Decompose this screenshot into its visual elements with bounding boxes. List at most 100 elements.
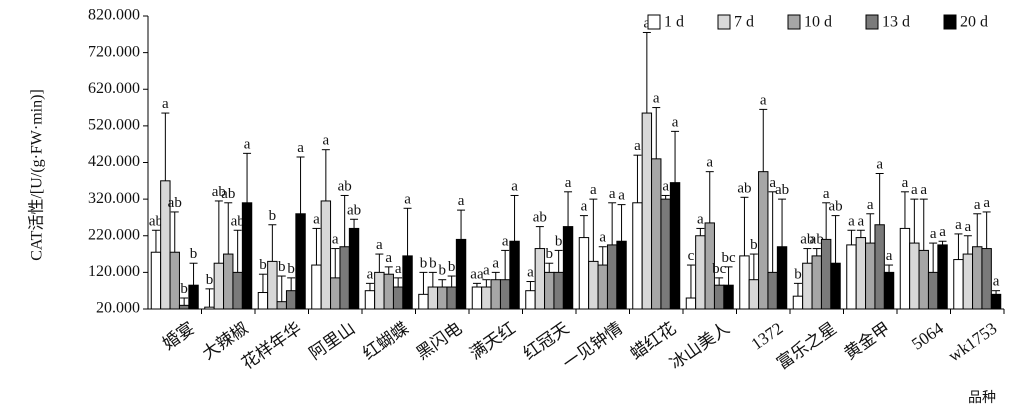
significance-label: a <box>706 155 713 171</box>
significance-label: a <box>376 237 383 253</box>
y-tick-label: 820.000 <box>88 7 140 24</box>
significance-label: b <box>546 246 554 262</box>
bar <box>981 248 992 310</box>
significance-label: a <box>955 217 962 233</box>
significance-label: b <box>180 281 188 297</box>
legend-swatch <box>647 14 661 30</box>
bar <box>169 251 180 310</box>
bar <box>641 112 653 310</box>
bar <box>150 251 162 310</box>
bar <box>427 286 439 310</box>
significance-label: ab <box>775 182 789 198</box>
significance-label: a <box>565 175 572 191</box>
significance-label: a <box>599 230 606 246</box>
significance-label: ab <box>828 199 842 215</box>
bar <box>685 297 697 310</box>
significance-label: a <box>867 197 874 213</box>
bar <box>937 244 948 310</box>
bar <box>374 271 385 310</box>
bar <box>651 158 662 310</box>
bar <box>204 306 215 310</box>
significance-label: a <box>983 195 990 211</box>
y-tick-label: 120.000 <box>88 263 140 280</box>
bar <box>802 262 813 310</box>
bar <box>267 260 278 310</box>
significance-label: a <box>974 197 981 213</box>
significance-label: b <box>190 246 198 262</box>
significance-label: a <box>965 219 972 235</box>
bar <box>962 253 974 310</box>
bar <box>188 284 199 310</box>
bar <box>597 264 608 310</box>
significance-label: a <box>848 213 855 229</box>
bar <box>723 284 734 310</box>
significance-label: b <box>278 259 286 275</box>
significance-label: a <box>581 199 588 215</box>
bar <box>178 304 190 310</box>
x-tick-label: wk1753 <box>945 319 1001 366</box>
bar <box>481 286 492 310</box>
significance-label: b <box>794 266 802 282</box>
significance-label: bc <box>721 250 736 266</box>
significance-label: ab <box>800 232 814 248</box>
bar <box>758 171 769 310</box>
bar <box>588 260 599 310</box>
significance-label: bc <box>712 261 727 277</box>
bar <box>899 227 911 310</box>
significance-label: a <box>458 193 465 209</box>
bar <box>330 277 341 310</box>
significance-label: b <box>750 237 758 253</box>
significance-label: a <box>590 182 597 198</box>
bar <box>285 290 297 310</box>
x-tick-label: 冰山美人 <box>666 319 733 374</box>
bar <box>713 284 725 310</box>
significance-label: a <box>993 274 1000 290</box>
significance-label: a <box>823 186 830 202</box>
significance-label: a <box>332 232 339 248</box>
bar <box>776 246 788 310</box>
bar <box>525 290 536 310</box>
significance-label: ab <box>533 210 547 226</box>
bar <box>874 224 885 310</box>
significance-label: ab <box>338 178 352 194</box>
x-tick-label: 5064 <box>908 318 947 353</box>
significance-label: b <box>448 259 456 275</box>
bar <box>553 271 564 310</box>
bar <box>578 237 590 310</box>
y-tick-label: 20.000 <box>96 300 140 317</box>
significance-label: ab <box>212 184 226 200</box>
bar <box>909 242 920 310</box>
bar <box>446 286 457 310</box>
legend: 1 d 7 d 10 d 13 d 20 d <box>647 14 988 31</box>
significance-label: a <box>920 182 927 198</box>
significance-label: b <box>287 261 295 277</box>
bar <box>257 292 269 310</box>
bar <box>918 249 929 310</box>
bar <box>418 293 429 310</box>
bar <box>865 242 876 310</box>
significance-label: a <box>769 175 776 191</box>
legend-label: 13 d <box>882 14 910 31</box>
bar <box>562 226 574 310</box>
significance-label: a <box>404 191 411 207</box>
significance-label: ab <box>737 180 751 196</box>
x-tick-label: 花样年华 <box>238 319 305 374</box>
significance-label: a <box>618 188 625 204</box>
x-tick-label: 1372 <box>748 319 787 354</box>
bar <box>953 259 964 310</box>
bar <box>767 271 778 310</box>
significance-label: a <box>323 133 330 149</box>
significance-label: a <box>313 211 320 227</box>
bar <box>792 295 804 310</box>
x-tick-label: 红蝴蝶 <box>359 319 412 364</box>
significance-label: aa <box>470 266 484 282</box>
significance-label: ab <box>149 213 163 229</box>
significance-label: a <box>609 186 616 202</box>
bar <box>339 246 350 310</box>
bar <box>927 271 939 310</box>
x-tick-label: 富乐之星 <box>773 319 840 374</box>
x-tick-label: 婚宴 <box>159 319 198 354</box>
x-tick-label: 满天红 <box>466 319 519 364</box>
